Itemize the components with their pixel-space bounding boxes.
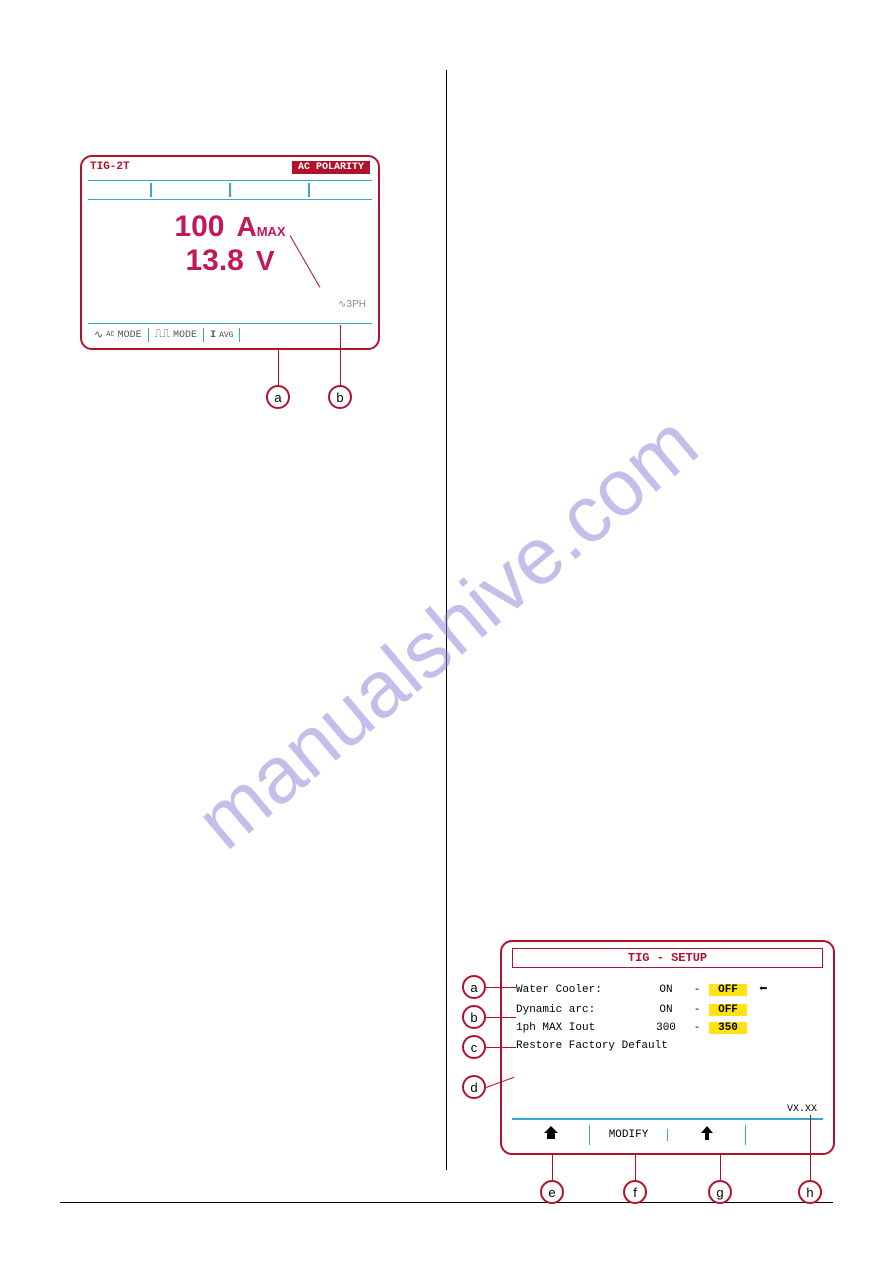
- setup-title: TIG - SETUP: [512, 948, 823, 968]
- callout-f: f: [623, 1180, 647, 1204]
- up-button[interactable]: [668, 1125, 746, 1145]
- setup-rows: Water Cooler: ON - OFF ⬅ Dynamic arc: ON…: [502, 974, 833, 1059]
- up-arrow-icon: [700, 1125, 714, 1141]
- tig-setup-screen: TIG - SETUP Water Cooler: ON - OFF ⬅ Dyn…: [500, 940, 835, 1155]
- screen1-bottom-bar: ∿ AC MODE ⎍⎍ MODE IAVG: [88, 323, 372, 342]
- sine-icon: ∿: [94, 328, 103, 342]
- callout-g: g: [708, 1180, 732, 1204]
- row-restore-default[interactable]: Restore Factory Default: [516, 1037, 819, 1055]
- ac-mode-button[interactable]: ∿ AC MODE: [88, 328, 149, 342]
- square-wave-icon: ⎍⎍: [155, 329, 170, 341]
- screen1-title: TIG-2T: [90, 161, 130, 174]
- callout-h: h: [798, 1180, 822, 1204]
- tick-marks: [82, 183, 378, 197]
- row-dynamic-arc[interactable]: Dynamic arc: ON - OFF: [516, 1001, 819, 1019]
- modify-button[interactable]: MODIFY: [590, 1129, 668, 1141]
- pulse-mode-button[interactable]: ⎍⎍ MODE: [149, 328, 204, 342]
- callout-a2: a: [462, 975, 486, 999]
- callout-a: a: [266, 385, 290, 409]
- row-water-cooler[interactable]: Water Cooler: ON - OFF ⬅: [516, 978, 819, 1001]
- callout-c2: c: [462, 1035, 486, 1059]
- tig-display-screen: TIG-2T AC POLARITY 100 AMAX 13.8 V ∿3PH …: [80, 155, 380, 350]
- current-value: 100: [174, 210, 224, 244]
- divider: [88, 199, 372, 200]
- voltage-value: 13.8: [185, 244, 243, 278]
- phase-icon: ∿3PH: [338, 299, 366, 310]
- current-unit: AMAX: [236, 211, 285, 243]
- callout-e: e: [540, 1180, 564, 1204]
- callout-b: b: [328, 385, 352, 409]
- home-icon: [542, 1125, 560, 1141]
- callout-b2: b: [462, 1005, 486, 1029]
- callout-d2: d: [462, 1075, 486, 1099]
- row-1ph-max[interactable]: 1ph MAX Iout 300 - 350: [516, 1019, 819, 1037]
- center-divider: [446, 70, 447, 1170]
- readings-area: 100 AMAX 13.8 V: [82, 202, 378, 286]
- screen2-bottom-bar: MODIFY: [512, 1118, 823, 1145]
- version-text: VX.XX: [787, 1104, 817, 1115]
- voltage-unit: V: [256, 245, 275, 277]
- divider: [88, 180, 372, 181]
- polarity-badge: AC POLARITY: [292, 161, 370, 174]
- selector-arrow-icon: ⬅: [759, 981, 767, 998]
- home-button[interactable]: [512, 1125, 590, 1145]
- iavg-button[interactable]: IAVG: [204, 328, 240, 342]
